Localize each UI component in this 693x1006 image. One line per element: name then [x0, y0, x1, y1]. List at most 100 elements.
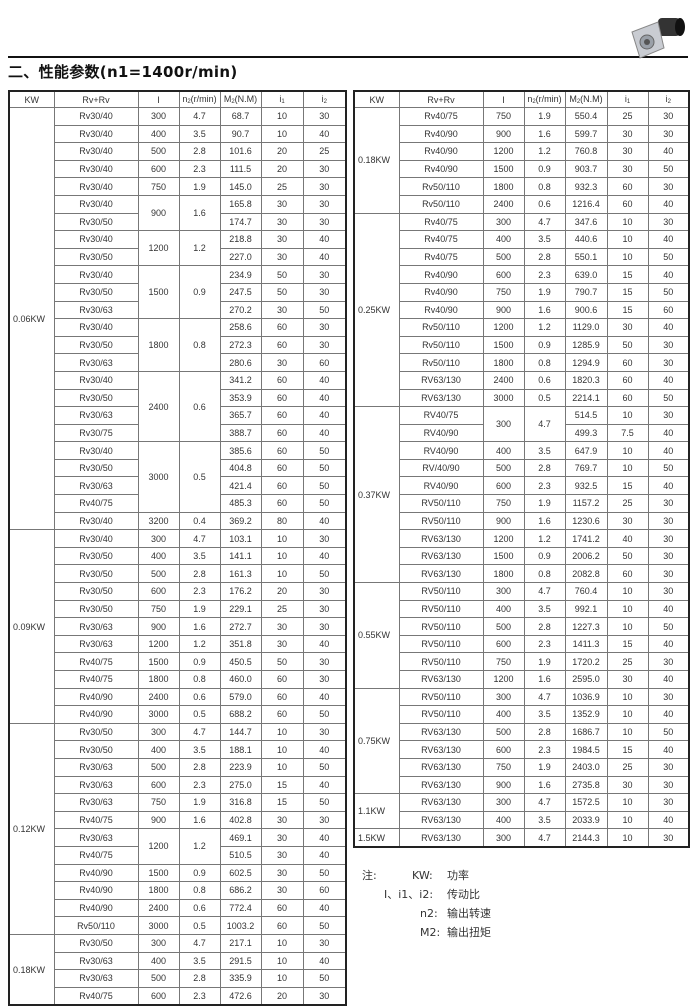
- model-cell: Rv40/90: [53, 687, 139, 707]
- table-row: RV63/130 1200 1.2 1741.2 40 30: [354, 529, 690, 548]
- speed-n2-cell: 2.3: [523, 476, 566, 496]
- model-cell: Rv30/63: [53, 353, 139, 372]
- note-row: n2: 输出转速: [362, 904, 562, 923]
- header-main: n: [182, 94, 188, 104]
- torque-m2-cell: 639.0: [564, 265, 608, 284]
- model-cell: Rv30/40: [53, 159, 139, 179]
- speed-n2-cell: 0.6: [178, 370, 221, 443]
- torque-m2-cell: 992.1: [564, 599, 608, 619]
- ratio-i1-cell: 30: [606, 511, 649, 531]
- model-cell: Rv40/75: [53, 986, 139, 1006]
- speed-n2-cell: 3.5: [178, 124, 221, 144]
- model-cell: Rv40/75: [53, 494, 139, 513]
- ratio-i1-cell: 30: [260, 194, 304, 214]
- speed-n2-cell: 0.4: [178, 511, 221, 531]
- torque-m2-cell: 141.1: [219, 546, 262, 566]
- column-header: i2: [647, 90, 690, 108]
- speed-n2-cell: 0.9: [523, 335, 566, 355]
- ratio-i2-cell: 50: [302, 916, 347, 935]
- model-cell: Rv30/40: [53, 511, 139, 531]
- model-cell: RV63/130: [398, 793, 484, 812]
- table-row: Rv40/90 2400 0.6 772.4 60 40: [9, 898, 347, 918]
- ratio-i2-cell: 50: [302, 564, 347, 584]
- torque-m2-cell: 599.7: [564, 124, 608, 144]
- table-row: 0.75KW RV50/110 300 4.7 1036.9 10 30: [353, 687, 690, 795]
- ratio-i1-cell: 25: [606, 652, 649, 671]
- torque-m2-cell: 550.4: [564, 107, 608, 126]
- model-cell: Rv40/75: [53, 670, 139, 689]
- ratio-i2-cell: 40: [647, 423, 690, 443]
- note-term: I、i1、i2:: [384, 888, 434, 901]
- ratio-i2-cell: 40: [302, 951, 347, 971]
- table-row: Rv30/63 1200 1.2 351.8 30 40: [9, 634, 347, 654]
- ratio-i2-cell: 50: [302, 458, 347, 478]
- speed-n2-cell: 3.5: [523, 230, 566, 249]
- torque-m2-cell: 1230.6: [564, 511, 608, 531]
- ratio-i1-cell: 30: [260, 247, 304, 267]
- torque-m2-cell: 234.9: [219, 265, 262, 284]
- torque-m2-cell: 2403.0: [564, 757, 608, 777]
- ratio-i2-cell: 30: [302, 722, 347, 742]
- speed-n2-cell: 0.9: [178, 652, 221, 671]
- speed-n2-cell: 3.5: [523, 705, 566, 724]
- ratio-i2-cell: 50: [302, 476, 347, 496]
- model-cell: Rv30/50: [53, 546, 139, 566]
- model-cell: RV40/75: [398, 406, 484, 425]
- model-cell: RV63/130: [398, 828, 484, 848]
- table-row: Rv40/75 400 3.5 440.6 10 40: [354, 230, 690, 249]
- ratio-i2-cell: 60: [302, 353, 347, 372]
- torque-m2-cell: 932.3: [564, 177, 608, 196]
- ratio-i2-cell: 40: [302, 687, 347, 707]
- speed-n2-cell: 0.8: [178, 670, 221, 689]
- ratio-i2-cell: 30: [647, 529, 690, 548]
- model-cell: Rv50/110: [398, 177, 484, 196]
- header-main: I: [502, 94, 505, 105]
- ratio-i1-cell: 30: [606, 670, 649, 689]
- ratio-i1-cell: 60: [260, 335, 304, 355]
- torque-m2-cell: 760.8: [564, 142, 608, 161]
- speed-n2-cell: 1.6: [178, 617, 221, 636]
- ratio-i1-cell: 60: [260, 423, 304, 443]
- ratio-i-cell: 2400: [482, 370, 525, 390]
- model-cell: Rv40/75: [398, 247, 484, 267]
- header-main: M: [569, 94, 577, 104]
- model-cell: Rv30/40: [53, 370, 139, 390]
- model-cell: Rv30/63: [53, 406, 139, 425]
- ratio-i2-cell: 40: [302, 388, 347, 408]
- model-cell: Rv30/63: [53, 828, 139, 847]
- gear-reducer-icon: [631, 18, 685, 59]
- torque-m2-cell: 2006.2: [564, 546, 608, 566]
- ratio-i2-cell: 40: [302, 370, 347, 390]
- torque-m2-cell: 1411.3: [564, 634, 608, 654]
- model-cell: Rv40/90: [398, 282, 484, 302]
- table-row: RV50/110 750 1.9 1157.2 25 30: [354, 494, 690, 513]
- table-row: Rv30/63 500 2.8 223.9 10 50: [9, 757, 347, 777]
- ratio-i-cell: 750: [482, 494, 525, 513]
- ratio-i-cell: 500: [137, 969, 180, 988]
- speed-n2-cell: 1.9: [523, 494, 566, 513]
- ratio-i2-cell: 25: [302, 142, 347, 161]
- model-cell: Rv30/63: [53, 951, 139, 971]
- torque-m2-cell: 421.4: [219, 476, 262, 496]
- ratio-i-cell: 750: [137, 599, 180, 619]
- ratio-i2-cell: 50: [647, 388, 690, 408]
- ratio-i1-cell: 60: [606, 370, 649, 390]
- table-row: Rv30/50 404.8 60 50: [9, 458, 347, 478]
- speed-n2-cell: 2.3: [523, 634, 566, 654]
- torque-m2-cell: 68.7: [219, 107, 262, 126]
- torque-m2-cell: 347.6: [564, 212, 608, 232]
- torque-m2-cell: 1294.9: [564, 353, 608, 372]
- power-kw-cell: 0.18KW: [353, 107, 400, 214]
- ratio-i1-cell: 60: [606, 177, 649, 196]
- speed-n2-cell: 2.8: [523, 247, 566, 267]
- table-row: 0.37KW RV40/75 300 4.7 514.5 10 30: [353, 406, 690, 584]
- table-row: Rv30/40 400 3.5 90.7 10 40: [9, 124, 347, 144]
- torque-m2-cell: 1686.7: [564, 722, 608, 742]
- speed-n2-cell: 0.8: [178, 318, 221, 372]
- power-kw-cell: 0.75KW: [353, 687, 400, 795]
- page-title: 二、性能参数(n1=1400r/min): [8, 63, 238, 81]
- ratio-i1-cell: 20: [260, 159, 304, 179]
- table-row: Rv30/40 3000 0.5 385.6 60 50: [9, 441, 347, 513]
- ratio-i-cell: 1200: [482, 142, 525, 161]
